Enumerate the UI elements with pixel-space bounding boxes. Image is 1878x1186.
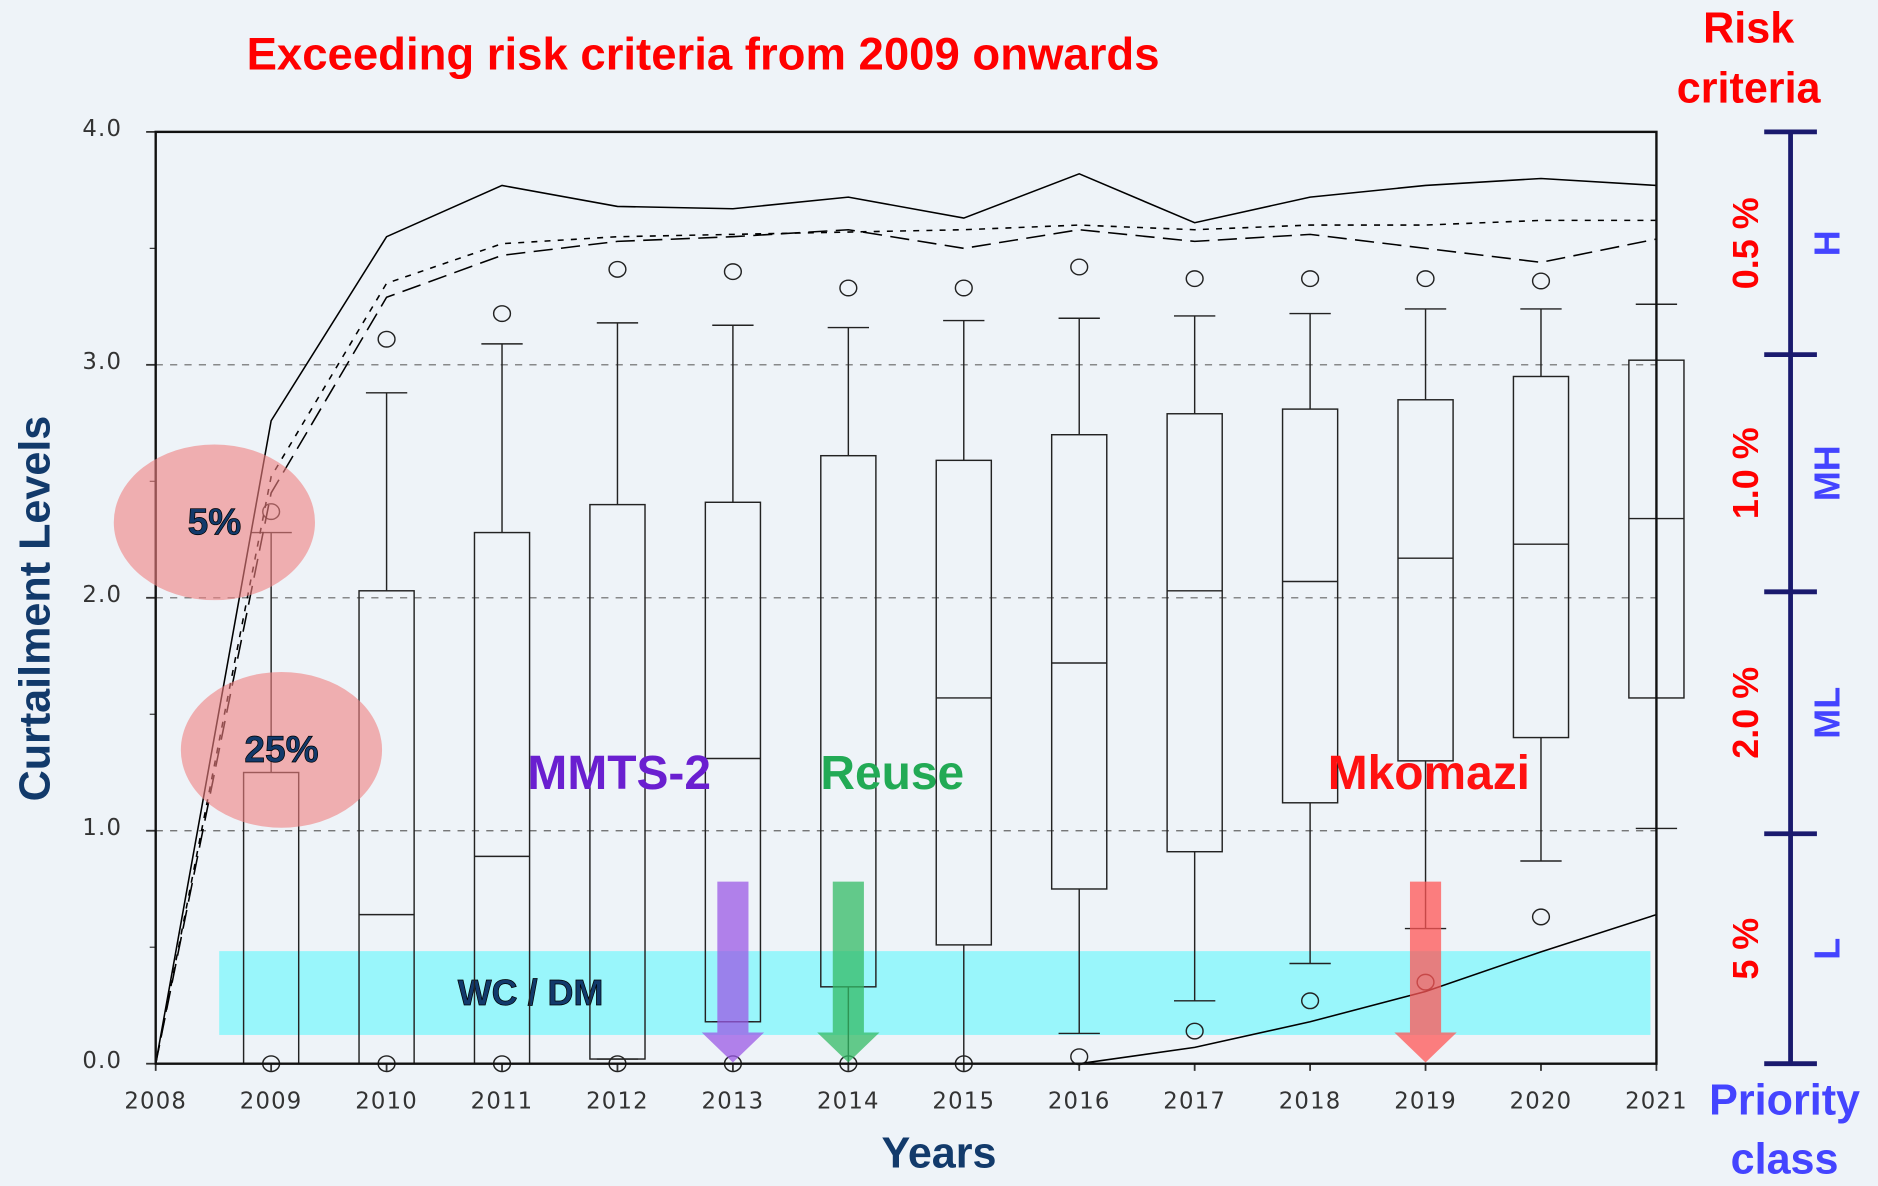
box [935, 459, 993, 946]
risk-circle [180, 672, 383, 828]
x-tick-label: 2016 [1048, 1089, 1111, 1115]
x-tick-label: 2013 [702, 1089, 765, 1115]
priority-class: MH [1807, 445, 1848, 501]
intervention-label: Reuse [820, 747, 964, 800]
outlier [839, 279, 858, 297]
x-tick-label: 2011 [471, 1089, 534, 1115]
outlier [1185, 270, 1204, 288]
outlier [954, 279, 973, 297]
outlier [723, 263, 743, 281]
y-tick-label: 0.0 [82, 1048, 122, 1074]
risk-circle [113, 444, 315, 601]
box [1281, 408, 1339, 804]
y-axis-label: Curtailment Levels [12, 416, 60, 802]
intervention-arrow [817, 881, 880, 1063]
outlier [608, 260, 627, 278]
right-axis-title: Risk [1703, 5, 1795, 53]
outlier [1416, 270, 1435, 288]
y-tick-label: 4.0 [82, 116, 122, 142]
priority-class: L [1807, 938, 1848, 960]
x-tick-label: 2009 [240, 1089, 303, 1115]
intervention-arrow [701, 881, 765, 1063]
x-tick-label: 2019 [1394, 1089, 1457, 1115]
band-label: WC / DM [458, 972, 604, 1013]
chart-title: Exceeding risk criteria from 2009 onward… [247, 29, 1160, 80]
series-line [154, 228, 1657, 1064]
series-line [154, 219, 1657, 1064]
outlier [1070, 258, 1089, 276]
outlier [1185, 1022, 1204, 1040]
outlier [1531, 908, 1551, 926]
plot-frame [154, 130, 1658, 1065]
x-tick-label: 2010 [355, 1089, 418, 1115]
x-tick-label: 2020 [1510, 1089, 1573, 1115]
y-tick-label: 2.0 [82, 582, 122, 608]
right-axis-footer: Priority [1709, 1077, 1860, 1125]
intervention-label: Mkomazi [1328, 747, 1530, 800]
outlier [492, 305, 512, 323]
box [1512, 375, 1570, 739]
risk-criterion: 1.0 % [1725, 427, 1766, 519]
box [1397, 399, 1454, 762]
outlier [1301, 270, 1320, 288]
x-tick-label: 2008 [124, 1089, 187, 1115]
risk-criterion: 0.5 % [1725, 197, 1766, 289]
intervention-arrow [1394, 881, 1457, 1063]
y-tick-label: 1.0 [82, 815, 122, 841]
x-axis-label: Years [881, 1129, 996, 1177]
x-tick-label: 2017 [1163, 1089, 1226, 1115]
circle-label: 5% [188, 501, 242, 543]
x-tick-label: 2014 [817, 1089, 880, 1115]
box [589, 503, 646, 1060]
circle-label: 25% [244, 728, 318, 770]
right-axis-title: criteria [1677, 65, 1822, 113]
risk-criterion: 2.0 % [1725, 667, 1766, 759]
x-tick-label: 2012 [586, 1089, 649, 1115]
x-tick-label: 2015 [932, 1089, 995, 1115]
y-tick-label: 3.0 [82, 349, 122, 375]
risk-criterion: 5 % [1725, 918, 1766, 980]
box [1166, 413, 1223, 853]
x-tick-label: 2018 [1279, 1089, 1342, 1115]
x-tick-label: 2021 [1625, 1089, 1688, 1115]
outlier [1301, 992, 1320, 1010]
outlier [377, 330, 396, 348]
priority-class: H [1807, 230, 1848, 256]
outlier [1531, 272, 1551, 290]
box [1050, 434, 1108, 890]
series-line [154, 172, 1657, 1064]
intervention-label: MMTS-2 [527, 747, 711, 800]
priority-class: ML [1807, 687, 1848, 739]
right-axis-footer: class [1731, 1135, 1839, 1183]
